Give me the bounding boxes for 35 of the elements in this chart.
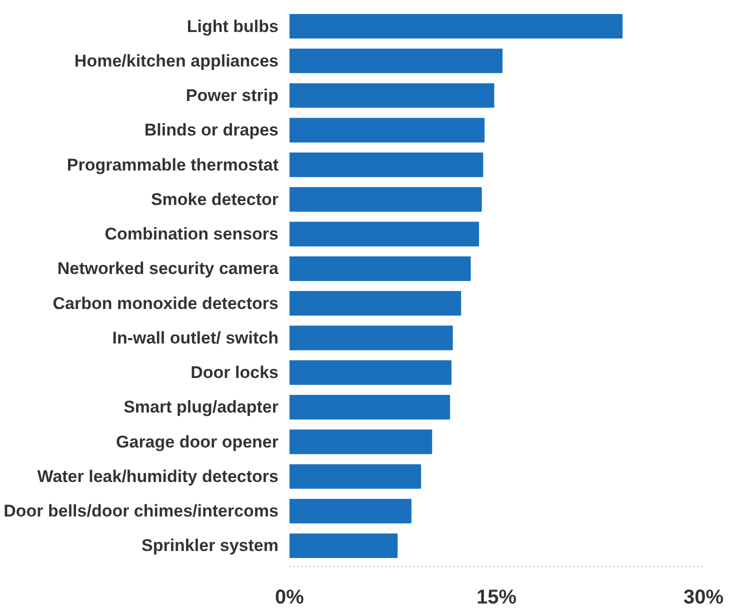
y-tick-label: In-wall outlet/ switch: [112, 328, 279, 348]
bar: [290, 326, 453, 350]
y-tick-label: Smart plug/adapter: [124, 398, 279, 417]
y-tick-label: Networked security camera: [57, 259, 280, 278]
y-tick-label: Programmable thermostat: [66, 155, 279, 174]
bar: [290, 118, 485, 142]
y-tick-label: Door bells/door chimes/intercoms: [4, 502, 279, 521]
bar: [290, 498, 412, 524]
bar: [290, 533, 398, 558]
bar: [290, 187, 482, 212]
x-tick-label: 15%: [476, 586, 517, 608]
bar: [290, 152, 484, 178]
y-tick-label: Carbon monoxide detectors: [52, 294, 279, 313]
y-tick-label: Light bulbs: [186, 16, 279, 36]
bar: [290, 394, 450, 420]
y-tick-label: Water leak/humidity detectors: [37, 466, 279, 486]
bar: [290, 83, 494, 108]
y-tick-label: Home/kitchen appliances: [74, 51, 279, 70]
bar: [290, 14, 623, 39]
bar: [290, 222, 480, 246]
y-tick-label: Door locks: [190, 363, 279, 382]
bar: [290, 360, 452, 385]
x-tick-label: 30%: [683, 586, 724, 608]
y-tick-label: Smoke detector: [150, 190, 279, 209]
bar: [290, 464, 422, 489]
y-tick-label: Power strip: [186, 86, 279, 106]
bar: [290, 291, 462, 316]
bar: [290, 256, 471, 281]
y-tick-label: Sprinkler system: [141, 536, 279, 556]
bar: [290, 48, 503, 74]
x-tick-label: 0%: [275, 586, 304, 608]
y-tick-label: Garage door opener: [116, 432, 279, 452]
y-tick-label: Combination sensors: [104, 224, 279, 244]
bar: [290, 430, 432, 454]
y-tick-label: Blinds or drapes: [144, 120, 278, 140]
